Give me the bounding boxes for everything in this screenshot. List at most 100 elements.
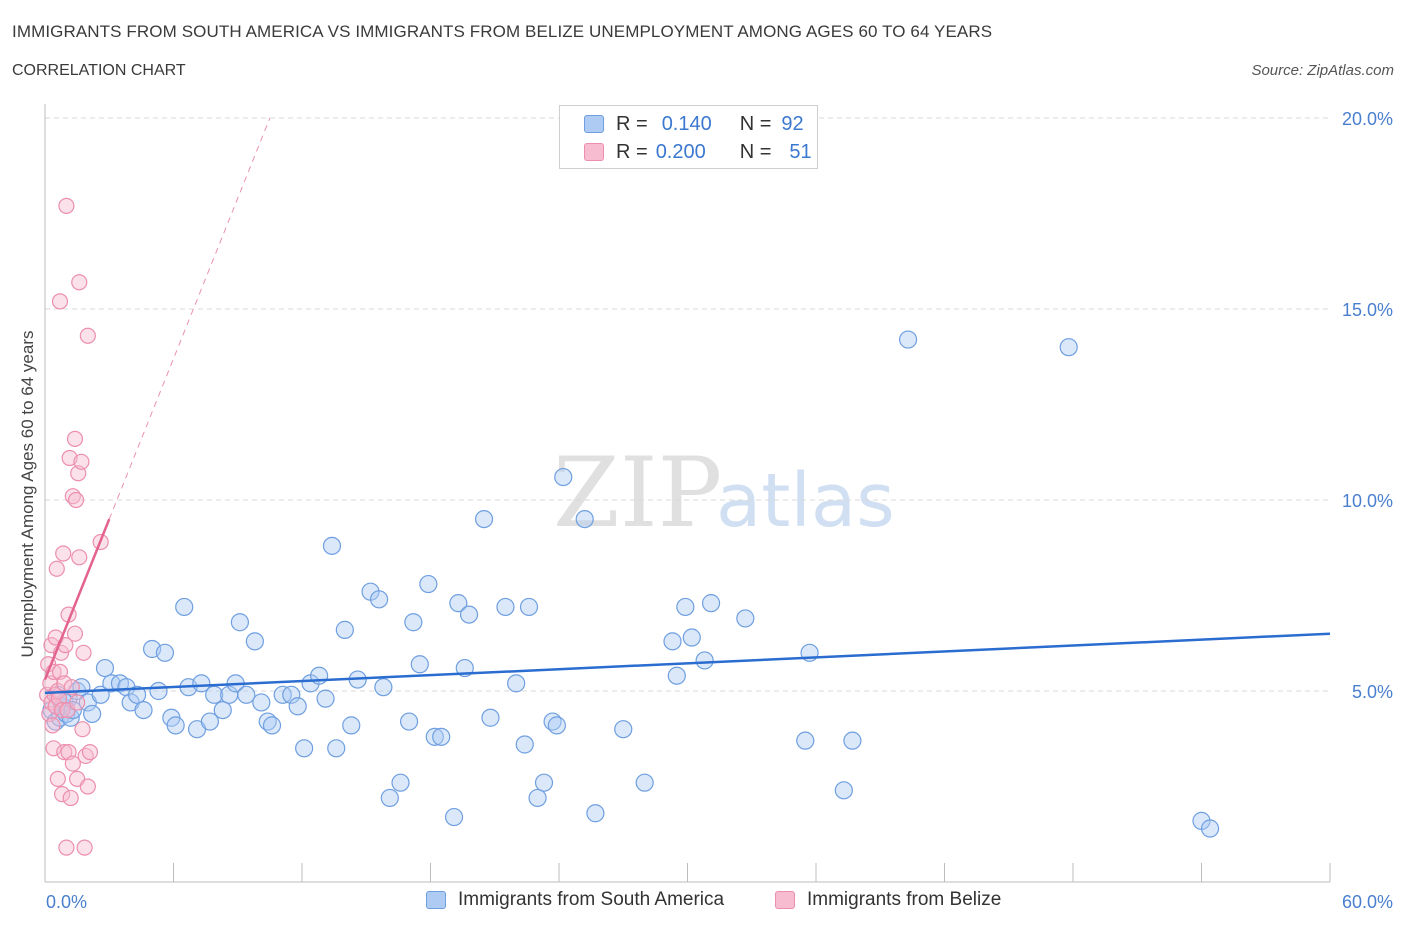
data-point-south-america xyxy=(155,643,175,662)
data-point-south-america xyxy=(282,685,301,704)
axes xyxy=(44,104,1331,883)
data-point-south-america xyxy=(295,739,314,758)
data-point-south-america xyxy=(322,536,342,555)
data-point-south-america xyxy=(175,597,194,617)
data-point-south-america xyxy=(515,735,534,754)
legend-n-value-south-america: 92 xyxy=(781,112,804,135)
data-point-south-america xyxy=(410,655,429,674)
data-point-south-america xyxy=(399,712,419,731)
data-point-belize xyxy=(54,786,71,803)
watermark-atlas: atlas xyxy=(716,458,895,544)
data-point-south-america xyxy=(682,628,701,647)
data-point-south-america xyxy=(444,807,464,827)
series-south-america-points xyxy=(42,330,1220,838)
legend-n-value-belize: 51 xyxy=(789,140,812,163)
data-point-belize xyxy=(74,721,91,738)
data-point-south-america xyxy=(245,632,264,651)
data-point-south-america xyxy=(834,781,853,800)
legend-r-label: R = xyxy=(616,112,648,135)
data-point-south-america xyxy=(898,330,918,349)
data-point-south-america xyxy=(519,597,539,617)
data-point-south-america xyxy=(262,716,282,735)
data-point-south-america xyxy=(843,731,862,750)
data-point-belize xyxy=(49,770,66,787)
data-point-south-america xyxy=(736,609,755,628)
data-point-south-america xyxy=(547,716,566,735)
y-tick-label: 15.0% xyxy=(1342,300,1393,320)
legend-n-label: N = xyxy=(739,112,772,135)
data-point-south-america xyxy=(614,720,633,739)
data-point-south-america xyxy=(419,574,438,594)
data-point-south-america xyxy=(449,594,468,613)
data-point-south-america xyxy=(554,467,573,487)
data-point-south-america xyxy=(192,674,211,693)
data-point-belize xyxy=(69,694,86,711)
x-tick-label-min: 0.0% xyxy=(46,892,87,912)
data-point-belize xyxy=(73,453,90,470)
data-point-south-america xyxy=(481,708,500,727)
data-point-south-america xyxy=(635,773,654,792)
data-point-south-america xyxy=(425,727,444,746)
data-point-belize xyxy=(71,549,88,566)
data-point-south-america xyxy=(374,678,393,697)
data-point-south-america xyxy=(459,605,479,624)
data-point-south-america xyxy=(134,700,153,720)
data-point-south-america xyxy=(391,773,410,792)
chart-subtitle: CORRELATION CHART xyxy=(12,62,186,79)
data-point-belize xyxy=(54,701,71,719)
y-tick-label: 10.0% xyxy=(1342,491,1393,511)
x-tick-label-max: 60.0% xyxy=(1342,892,1393,912)
data-point-south-america xyxy=(528,788,547,808)
legend-row-south-america: R = 0.140 N = 92 xyxy=(584,111,804,137)
data-point-belize xyxy=(66,430,84,447)
data-point-belize xyxy=(71,274,88,291)
data-point-south-america xyxy=(663,632,682,651)
data-point-south-america xyxy=(796,731,815,750)
legend-r-label: R = xyxy=(616,140,648,163)
legend-row-belize: R = 0.200 N = 51 xyxy=(584,139,812,165)
data-point-south-america xyxy=(432,727,451,746)
data-point-belize xyxy=(51,293,69,310)
data-point-south-america xyxy=(288,697,307,716)
data-point-belize xyxy=(44,717,61,734)
series-belize-points xyxy=(39,197,109,856)
bottom-legend-belize: Immigrants from Belize xyxy=(775,889,1001,911)
legend-swatch-belize xyxy=(584,143,604,161)
data-point-south-america xyxy=(200,712,220,731)
data-point-south-america xyxy=(316,689,335,708)
data-point-south-america xyxy=(496,597,515,617)
bottom-legend-south-america: Immigrants from South America xyxy=(426,889,724,911)
data-point-south-america xyxy=(237,685,256,704)
data-point-south-america xyxy=(342,716,361,735)
data-point-south-america xyxy=(1200,819,1220,838)
data-point-belize xyxy=(66,625,84,642)
data-point-belize xyxy=(67,491,85,509)
y-tick-label: 20.0% xyxy=(1342,109,1393,129)
legend-n-label: N = xyxy=(739,140,772,163)
data-point-south-america xyxy=(230,613,249,632)
legend-swatch-south-america xyxy=(584,115,604,133)
data-point-belize xyxy=(79,327,96,344)
data-point-south-america xyxy=(695,651,714,670)
data-point-south-america xyxy=(327,739,346,758)
trend-lines xyxy=(43,117,1331,695)
data-point-south-america xyxy=(83,704,102,724)
correlation-legend: R = 0.140 N = 92 R = 0.200 N = 51 xyxy=(559,105,818,169)
data-point-south-america xyxy=(127,685,147,704)
y-axis-label: Unemployment Among Ages 60 to 64 years xyxy=(18,331,37,658)
data-point-south-america xyxy=(534,773,554,792)
legend-r-value-south-america: 0.140 xyxy=(661,112,712,135)
data-point-belize xyxy=(58,197,75,214)
data-point-belize xyxy=(62,789,79,807)
watermark: ZIP atlas xyxy=(553,437,895,549)
data-point-belize xyxy=(75,644,92,661)
chart-title: IMMIGRANTS FROM SOUTH AMERICA VS IMMIGRA… xyxy=(12,22,993,41)
trend-line-belize-extension xyxy=(108,117,271,520)
data-point-south-america xyxy=(404,613,423,632)
data-point-belize xyxy=(81,744,99,761)
data-point-south-america xyxy=(507,674,526,693)
data-point-south-america xyxy=(667,666,686,685)
data-point-south-america xyxy=(575,509,594,529)
y-tick-label: 5.0% xyxy=(1352,682,1393,702)
source-credit: Source: ZipAtlas.com xyxy=(1251,62,1394,79)
